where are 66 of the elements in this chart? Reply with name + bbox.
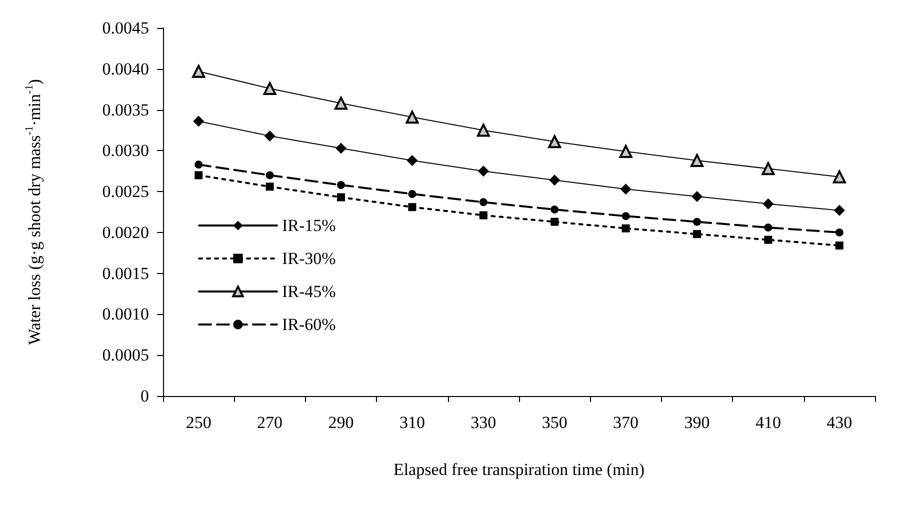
point bbox=[548, 135, 562, 148]
point bbox=[192, 64, 206, 78]
y-tick-label: 0 bbox=[140, 386, 149, 406]
point bbox=[408, 203, 416, 212]
point bbox=[263, 82, 276, 96]
point bbox=[620, 184, 632, 195]
point bbox=[266, 182, 274, 191]
point bbox=[693, 218, 701, 226]
legend-label: IR-30% bbox=[282, 249, 336, 268]
point bbox=[337, 181, 345, 190]
y-tick-label: 0.0020 bbox=[102, 222, 149, 242]
point bbox=[622, 224, 630, 232]
point bbox=[406, 110, 419, 124]
point bbox=[549, 174, 560, 186]
y-tick-label: 0.0010 bbox=[102, 304, 149, 324]
point bbox=[479, 211, 488, 220]
legend-label: IR-15% bbox=[282, 216, 336, 235]
point bbox=[622, 212, 630, 220]
x-tick-label: 350 bbox=[542, 413, 568, 432]
point bbox=[337, 193, 345, 202]
y-axis-title: Water loss (g·g shoot dry mass-1·min-1) bbox=[24, 79, 44, 345]
point bbox=[194, 171, 203, 180]
y-tick-label: 0.0005 bbox=[102, 346, 149, 365]
x-tick-label: 430 bbox=[826, 413, 852, 432]
y-tick-label: 0.0030 bbox=[102, 141, 149, 160]
x-tick-label: 370 bbox=[613, 413, 639, 432]
point bbox=[478, 166, 489, 177]
point bbox=[835, 242, 844, 250]
point bbox=[762, 162, 775, 176]
point bbox=[194, 160, 203, 169]
x-tick-label: 390 bbox=[684, 413, 710, 432]
x-tick-label: 330 bbox=[470, 413, 496, 432]
point bbox=[479, 198, 488, 206]
point bbox=[835, 228, 844, 236]
point bbox=[832, 170, 846, 184]
point bbox=[406, 154, 418, 166]
x-tick-label: 270 bbox=[257, 413, 283, 432]
y-tick-label: 0.0025 bbox=[102, 182, 149, 202]
y-tick-label: 0.0015 bbox=[102, 264, 149, 283]
y-tick-label: 0.0040 bbox=[102, 59, 149, 78]
point bbox=[336, 142, 346, 154]
point bbox=[690, 154, 704, 167]
x-axis-title: Elapsed free transpiration time (min) bbox=[393, 460, 645, 479]
point bbox=[334, 96, 348, 110]
point bbox=[764, 236, 772, 244]
point bbox=[764, 224, 772, 232]
x-tick-label: 410 bbox=[755, 413, 781, 432]
x-tick-label: 250 bbox=[186, 413, 212, 432]
x-tick-label: 310 bbox=[399, 413, 425, 432]
point bbox=[193, 116, 204, 127]
y-tick-label: 0.0035 bbox=[102, 100, 149, 120]
legend-label: IR-45% bbox=[282, 282, 336, 301]
point bbox=[266, 171, 274, 180]
point bbox=[550, 206, 559, 214]
point bbox=[762, 198, 774, 210]
point bbox=[476, 124, 490, 137]
point bbox=[692, 190, 702, 202]
point bbox=[693, 230, 701, 238]
point bbox=[408, 190, 416, 198]
point bbox=[834, 204, 845, 216]
x-tick-label: 290 bbox=[328, 413, 354, 432]
point bbox=[550, 218, 559, 226]
y-tick-label: 0.0045 bbox=[102, 18, 149, 38]
point bbox=[264, 130, 276, 142]
legend-label: IR-60% bbox=[282, 315, 336, 334]
point bbox=[619, 144, 632, 158]
